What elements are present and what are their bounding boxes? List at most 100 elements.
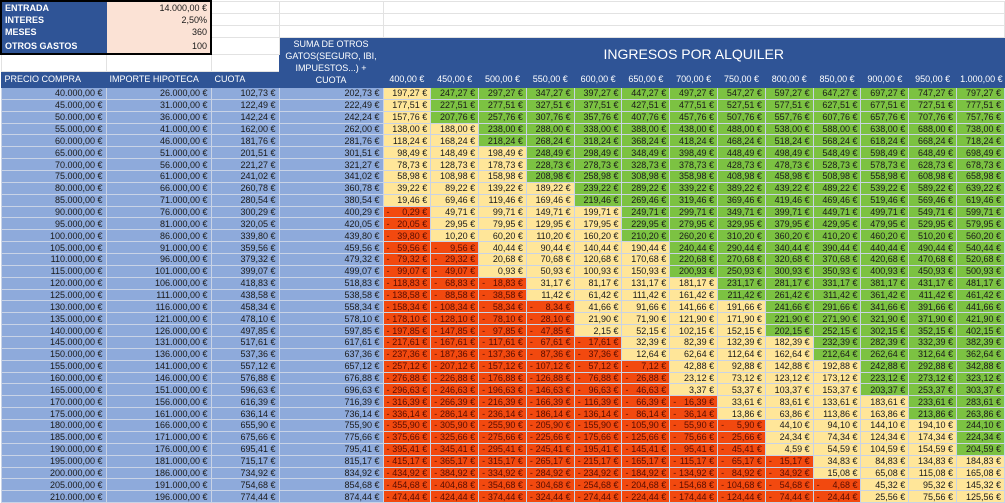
rental-margin-cell[interactable]: 362,64 € <box>956 347 1005 361</box>
rental-margin-cell[interactable]: 619,46 € <box>956 193 1005 207</box>
rental-margin-cell[interactable]: 32,39 € <box>621 336 671 349</box>
empty-cell[interactable] <box>210 13 280 26</box>
suma-cell[interactable]: 518,83 € <box>278 276 384 290</box>
suma-cell[interactable]: 479,32 € <box>278 253 384 266</box>
rental-margin-cell[interactable]: -245,41 € <box>525 442 575 456</box>
rental-margin-cell[interactable]: -355,90 € <box>382 419 432 432</box>
rental-margin-cell[interactable]: -74,44 € <box>764 490 814 503</box>
rental-margin-cell[interactable]: 318,24 € <box>573 134 623 148</box>
rental-margin-cell[interactable]: -187,36 € <box>430 347 480 361</box>
rental-margin-cell[interactable]: 378,73 € <box>669 158 719 172</box>
cuota-cell[interactable]: 576,88 € <box>210 371 280 385</box>
rental-margin-cell[interactable]: 171,90 € <box>717 312 766 326</box>
rental-margin-cell[interactable]: 161,42 € <box>669 288 719 302</box>
rental-margin-cell[interactable]: 391,66 € <box>908 300 958 314</box>
suma-cell[interactable]: 459,56 € <box>278 241 384 255</box>
param-label[interactable]: OTROS GASTOS <box>0 37 107 56</box>
suma-cell[interactable]: 281,76 € <box>278 134 384 148</box>
rental-margin-cell[interactable]: 29,95 € <box>430 217 480 231</box>
rental-margin-cell[interactable]: 41,66 € <box>573 300 623 314</box>
cuota-cell[interactable]: 241,02 € <box>210 170 280 183</box>
rental-margin-cell[interactable]: -99,07 € <box>382 264 432 278</box>
rental-margin-cell[interactable]: -415,17 € <box>382 454 432 468</box>
precio-cell[interactable]: 210.000,00 € <box>0 490 107 503</box>
hipoteca-cell[interactable]: 86.000,00 € <box>105 229 212 243</box>
rental-margin-cell[interactable]: 204,59 € <box>956 442 1005 456</box>
empty-cell[interactable] <box>210 25 280 38</box>
rental-margin-cell[interactable]: 388,00 € <box>621 122 671 136</box>
rental-margin-cell[interactable]: -295,41 € <box>478 442 527 456</box>
rental-margin-cell[interactable]: 469,46 € <box>812 193 862 207</box>
rental-margin-cell[interactable]: 448,49 € <box>717 146 766 160</box>
rental-margin-cell[interactable]: 627,51 € <box>812 98 862 112</box>
header-ingreso[interactable]: 850,00 € <box>812 70 862 89</box>
rental-margin-cell[interactable]: -395,41 € <box>382 442 432 456</box>
rental-margin-cell[interactable]: -107,12 € <box>525 359 575 373</box>
rental-margin-cell[interactable]: 429,95 € <box>812 217 862 231</box>
rental-margin-cell[interactable]: 125,56 € <box>956 490 1005 503</box>
cuota-cell[interactable]: 339,80 € <box>210 229 280 243</box>
cuota-cell[interactable]: 300,29 € <box>210 205 280 219</box>
rental-margin-cell[interactable]: -147,85 € <box>430 324 480 338</box>
param-value-interes[interactable]: 2,50% <box>105 13 212 26</box>
rental-margin-cell[interactable]: 2,15 € <box>573 324 623 338</box>
rental-margin-cell[interactable]: 108,98 € <box>430 170 480 183</box>
precio-cell[interactable]: 105.000,00 € <box>0 241 107 255</box>
cuota-cell[interactable]: 497,85 € <box>210 324 280 338</box>
suma-cell[interactable]: 637,36 € <box>278 347 384 361</box>
rental-margin-cell[interactable]: 242,88 € <box>860 359 910 373</box>
header-importe-hipoteca[interactable]: IMPORTE HIPOTECA <box>105 70 212 89</box>
suma-cell[interactable]: 400,29 € <box>278 205 384 219</box>
rental-margin-cell[interactable]: 227,51 € <box>430 98 480 112</box>
rental-margin-cell[interactable]: -78,10 € <box>478 312 527 326</box>
precio-cell[interactable]: 130.000,00 € <box>0 300 107 314</box>
suma-cell[interactable]: 360,78 € <box>278 181 384 195</box>
rental-margin-cell[interactable]: -236,14 € <box>478 407 527 421</box>
rental-margin-cell[interactable]: -57,12 € <box>573 359 623 373</box>
rental-margin-cell[interactable]: 489,22 € <box>812 181 862 195</box>
rental-margin-cell[interactable]: 450,93 € <box>908 264 958 278</box>
rental-margin-cell[interactable]: 98,49 € <box>382 146 432 160</box>
rental-margin-cell[interactable]: 291,66 € <box>812 300 862 314</box>
rental-margin-cell[interactable]: 381,17 € <box>860 276 910 290</box>
param-value-entrada[interactable]: 14.000,00 € <box>105 0 212 14</box>
rental-margin-cell[interactable]: -36,14 € <box>669 407 719 421</box>
suma-cell[interactable]: 558,34 € <box>278 300 384 314</box>
rental-margin-cell[interactable]: 439,22 € <box>764 181 814 195</box>
rental-margin-cell[interactable]: -115,17 € <box>669 454 719 468</box>
suma-cell[interactable]: 538,58 € <box>278 288 384 302</box>
rental-margin-cell[interactable]: 338,00 € <box>573 122 623 136</box>
rental-margin-cell[interactable]: 598,49 € <box>860 146 910 160</box>
rental-margin-cell[interactable]: 648,49 € <box>908 146 958 160</box>
cuota-cell[interactable]: 280,54 € <box>210 193 280 207</box>
hipoteca-cell[interactable]: 171.000,00 € <box>105 430 212 444</box>
rental-margin-cell[interactable]: 310,20 € <box>717 229 766 243</box>
rental-margin-cell[interactable]: 190,44 € <box>621 241 671 255</box>
hipoteca-cell[interactable]: 51.000,00 € <box>105 146 212 160</box>
rental-margin-cell[interactable]: 158,98 € <box>478 170 527 183</box>
suma-cell[interactable]: 380,54 € <box>278 193 384 207</box>
header-ingreso[interactable]: 500,00 € <box>478 70 527 89</box>
rental-margin-cell[interactable]: 23,12 € <box>669 371 719 385</box>
rental-margin-cell[interactable]: 569,46 € <box>908 193 958 207</box>
rental-margin-cell[interactable]: 62,64 € <box>669 347 719 361</box>
rental-margin-cell[interactable]: 92,88 € <box>717 359 766 373</box>
rental-margin-cell[interactable]: 370,68 € <box>812 253 862 266</box>
rental-margin-cell[interactable]: 3,37 € <box>669 383 719 397</box>
rental-margin-cell[interactable]: 42,88 € <box>669 359 719 373</box>
hipoteca-cell[interactable]: 191.000,00 € <box>105 478 212 492</box>
rental-margin-cell[interactable]: 240,44 € <box>669 241 719 255</box>
rental-margin-cell[interactable]: 507,76 € <box>717 110 766 124</box>
rental-margin-cell[interactable]: -137,36 € <box>478 347 527 361</box>
rental-margin-cell[interactable]: -324,44 € <box>525 490 575 503</box>
rental-margin-cell[interactable]: 52,15 € <box>621 324 671 338</box>
rental-margin-cell[interactable]: 607,76 € <box>812 110 862 124</box>
param-label[interactable]: INTERES <box>0 13 107 26</box>
empty-cell[interactable] <box>0 53 107 72</box>
rental-margin-cell[interactable]: 83,61 € <box>764 395 814 409</box>
empty-cell[interactable] <box>278 0 384 14</box>
rental-margin-cell[interactable]: 241,66 € <box>764 300 814 314</box>
rental-margin-cell[interactable]: 528,73 € <box>812 158 862 172</box>
rental-margin-cell[interactable]: -217,61 € <box>382 336 432 349</box>
suma-cell[interactable]: 578,10 € <box>278 312 384 326</box>
